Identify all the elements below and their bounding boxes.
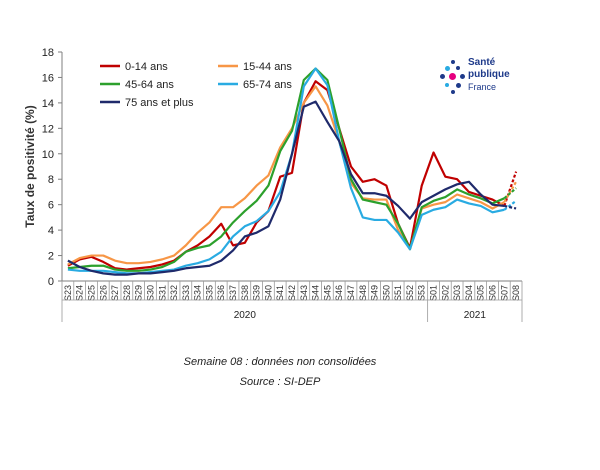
x-tick-label: S08 bbox=[511, 285, 521, 301]
x-tick-label: S53 bbox=[417, 285, 427, 301]
series-line bbox=[67, 85, 505, 266]
x-tick-label: S02 bbox=[440, 285, 450, 301]
legend-label: 75 ans et plus bbox=[125, 97, 194, 109]
legend-label: 45-64 ans bbox=[125, 79, 174, 91]
y-tick-label: 0 bbox=[48, 276, 54, 288]
series-dashed-segment bbox=[504, 204, 517, 210]
x-tick-label: S39 bbox=[252, 285, 262, 301]
x-tick-label: S40 bbox=[263, 285, 273, 301]
x-tick-label: S45 bbox=[322, 285, 332, 301]
x-tick-label: S37 bbox=[228, 285, 238, 301]
legend-label: 65-74 ans bbox=[243, 79, 292, 91]
legend-label: 15-44 ans bbox=[243, 61, 292, 73]
year-label: 2020 bbox=[234, 310, 257, 321]
x-tick-label: S26 bbox=[98, 285, 108, 301]
series-line bbox=[67, 67, 505, 272]
x-tick-label: S03 bbox=[452, 285, 462, 301]
y-tick-label: 8 bbox=[48, 174, 54, 186]
y-tick-label: 18 bbox=[42, 47, 54, 59]
x-tick-label: S51 bbox=[393, 285, 403, 301]
y-tick-label: 12 bbox=[42, 123, 54, 135]
x-tick-label: S24 bbox=[75, 285, 85, 301]
y-tick-label: 14 bbox=[42, 98, 54, 110]
y-tick-label: 6 bbox=[48, 200, 54, 212]
y-axis-label: Taux de positivité (%) bbox=[23, 105, 37, 227]
x-tick-label: S28 bbox=[122, 285, 132, 301]
x-tick-label: S07 bbox=[499, 285, 509, 301]
x-tick-label: S47 bbox=[346, 285, 356, 301]
logo-text-sante: Santé bbox=[468, 57, 496, 68]
x-tick-label: S01 bbox=[429, 285, 439, 301]
y-tick-label: 4 bbox=[48, 225, 54, 237]
x-tick-label: S42 bbox=[287, 285, 297, 301]
x-tick-label: S49 bbox=[370, 285, 380, 301]
x-tick-label: S34 bbox=[193, 285, 203, 301]
legend-label: 0-14 ans bbox=[125, 61, 168, 73]
logo-dots-icon bbox=[440, 60, 466, 94]
x-tick-label: S38 bbox=[240, 285, 250, 301]
logo-text-publique: publique bbox=[468, 69, 510, 80]
x-tick-label: S32 bbox=[169, 285, 179, 301]
x-tick-label: S27 bbox=[110, 285, 120, 301]
x-tick-label: S44 bbox=[311, 285, 321, 301]
x-tick-label: S31 bbox=[157, 285, 167, 301]
x-tick-label: S04 bbox=[464, 285, 474, 301]
logo-text-france: France bbox=[468, 82, 497, 92]
x-tick-label: S30 bbox=[145, 285, 155, 301]
x-tick-label: S23 bbox=[63, 285, 73, 301]
x-tick-label: S25 bbox=[86, 285, 96, 301]
x-tick-label: S29 bbox=[134, 285, 144, 301]
x-tick-label: S48 bbox=[358, 285, 368, 301]
series-line bbox=[67, 100, 505, 276]
series-dashed-segment bbox=[503, 199, 517, 211]
y-tick-label: 10 bbox=[42, 149, 54, 161]
x-tick-label: S35 bbox=[204, 285, 214, 301]
caption-source: Source : SI-DEP bbox=[239, 376, 321, 388]
y-tick-label: 2 bbox=[48, 251, 54, 263]
x-tick-label: S52 bbox=[405, 285, 415, 301]
series-dashed-segment bbox=[503, 187, 517, 200]
x-tick-label: S41 bbox=[275, 285, 285, 301]
year-label: 2021 bbox=[464, 310, 487, 321]
x-tick-label: S05 bbox=[476, 285, 486, 301]
x-tick-label: S33 bbox=[181, 285, 191, 301]
line-chart: 0 2 4 6 8 10 12 14 16 18 Taux de positivité (%) S23… bbox=[23, 47, 523, 322]
x-tick-label: S43 bbox=[299, 285, 309, 301]
y-tick-label: 16 bbox=[42, 72, 54, 84]
series-dashed-segment bbox=[503, 181, 518, 203]
caption-consolidation-note: Semaine 08 : données non consolidées bbox=[183, 356, 377, 368]
x-tick-label: S06 bbox=[488, 285, 498, 301]
sante-publique-france-logo: Santé publique France bbox=[440, 54, 520, 100]
x-tick-label: S46 bbox=[334, 285, 344, 301]
x-tick-label: S36 bbox=[216, 285, 226, 301]
x-tick-label: S50 bbox=[381, 285, 391, 301]
